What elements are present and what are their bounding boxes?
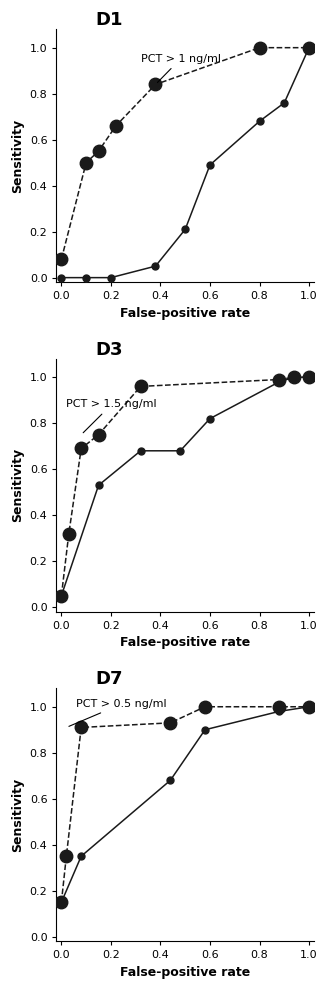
Text: D7: D7 [95,670,123,688]
Text: PCT > 1 ng/ml: PCT > 1 ng/ml [140,53,221,82]
X-axis label: False-positive rate: False-positive rate [120,307,250,320]
Y-axis label: Sensitivity: Sensitivity [11,448,24,523]
Text: D3: D3 [95,341,123,358]
Text: PCT > 1.5 ng/ml: PCT > 1.5 ng/ml [66,399,157,433]
Text: D1: D1 [95,11,123,29]
X-axis label: False-positive rate: False-positive rate [120,637,250,649]
Y-axis label: Sensitivity: Sensitivity [11,778,24,851]
Y-axis label: Sensitivity: Sensitivity [11,119,24,193]
X-axis label: False-positive rate: False-positive rate [120,966,250,979]
Text: PCT > 0.5 ng/ml: PCT > 0.5 ng/ml [69,699,167,727]
